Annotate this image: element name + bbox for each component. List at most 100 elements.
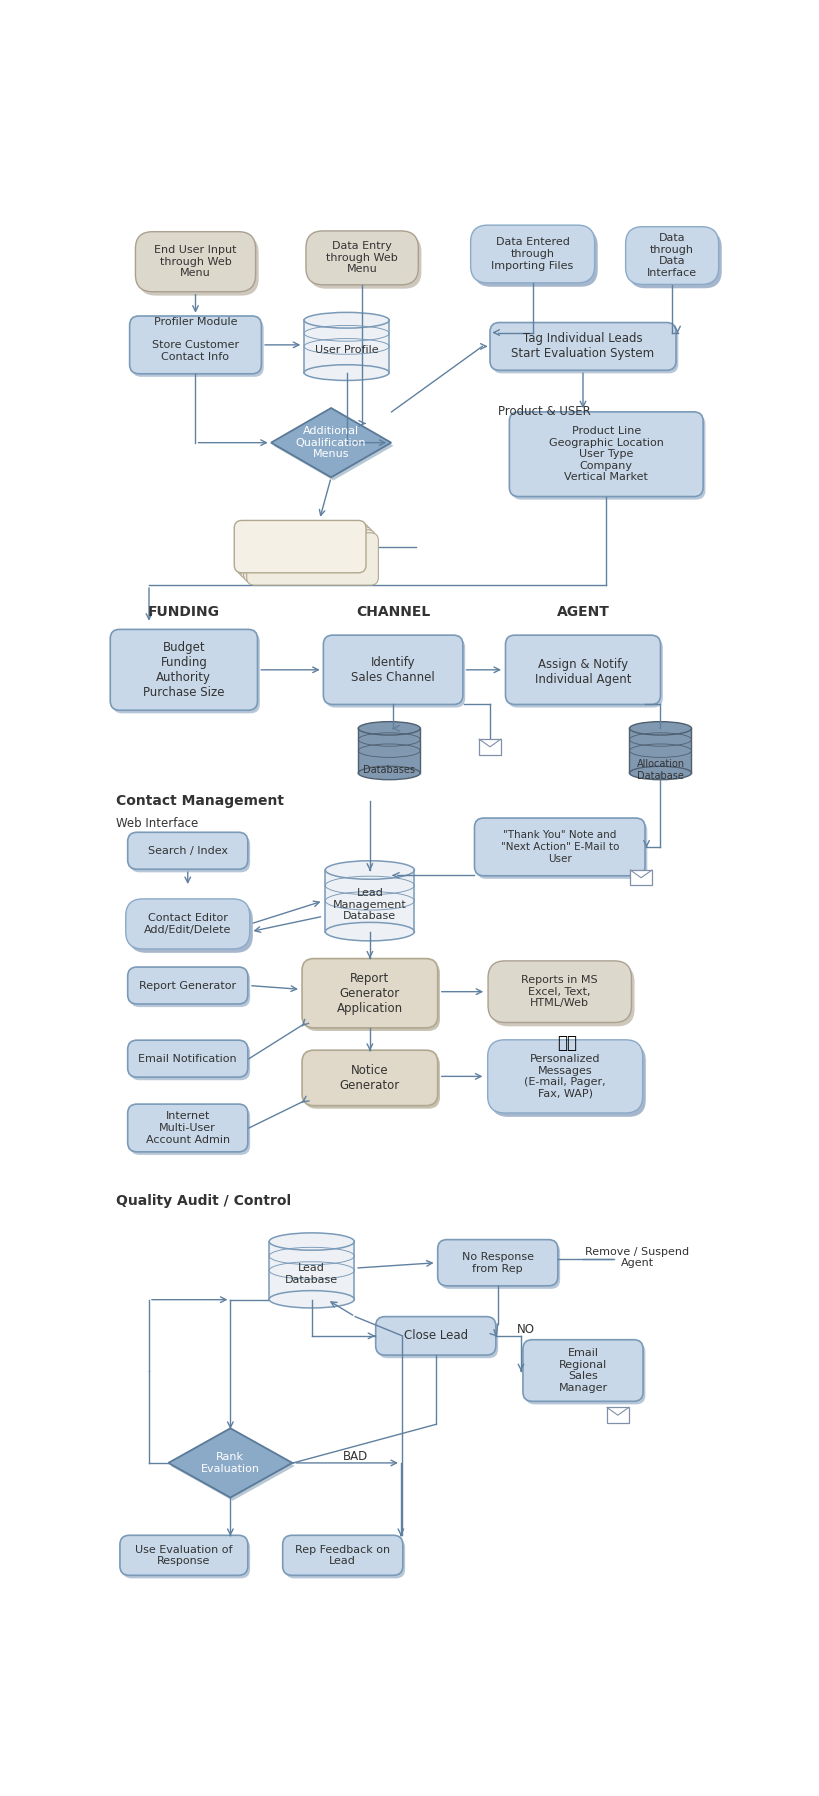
FancyBboxPatch shape: [234, 521, 365, 573]
Text: Rank
Evaluation: Rank Evaluation: [201, 1453, 260, 1475]
FancyBboxPatch shape: [301, 959, 437, 1027]
Text: Product Line
Geographic Location
User Type
Company
Vertical Market: Product Line Geographic Location User Ty…: [548, 426, 663, 483]
FancyBboxPatch shape: [507, 638, 662, 708]
Text: No Response
from Rep: No Response from Rep: [461, 1252, 533, 1273]
FancyBboxPatch shape: [491, 1043, 645, 1117]
FancyBboxPatch shape: [240, 526, 372, 578]
FancyBboxPatch shape: [237, 523, 369, 577]
Ellipse shape: [629, 767, 690, 779]
Bar: [269, 1241, 354, 1299]
FancyBboxPatch shape: [122, 1539, 250, 1579]
FancyBboxPatch shape: [243, 530, 375, 582]
Text: Rep Feedback on
Lead: Rep Feedback on Lead: [295, 1545, 390, 1566]
Text: Product & USER: Product & USER: [497, 406, 590, 418]
Text: Allocation
Database: Allocation Database: [636, 760, 684, 781]
Ellipse shape: [269, 1232, 354, 1250]
Text: Contact Editor
Add/Edit/Delete: Contact Editor Add/Edit/Delete: [144, 912, 231, 934]
Bar: [304, 320, 389, 372]
Text: Web Interface: Web Interface: [116, 817, 198, 830]
FancyBboxPatch shape: [283, 1536, 402, 1575]
Polygon shape: [170, 1431, 294, 1501]
Text: Close Lead: Close Lead: [403, 1329, 468, 1342]
Text: Lead
Management
Database: Lead Management Database: [333, 887, 406, 921]
FancyBboxPatch shape: [525, 1343, 645, 1404]
Text: FUNDING: FUNDING: [147, 605, 219, 620]
FancyBboxPatch shape: [476, 821, 646, 878]
Bar: [629, 729, 690, 772]
Text: 🌐📊: 🌐📊: [557, 1034, 577, 1052]
FancyBboxPatch shape: [138, 235, 258, 296]
Bar: [478, 740, 500, 754]
FancyBboxPatch shape: [628, 230, 721, 289]
Text: BAD: BAD: [342, 1449, 368, 1464]
FancyBboxPatch shape: [509, 411, 702, 496]
Ellipse shape: [358, 722, 420, 735]
Text: AGENT: AGENT: [556, 605, 609, 620]
Text: Budget
Funding
Authority
Purchase Size: Budget Funding Authority Purchase Size: [143, 641, 224, 699]
Text: NO: NO: [517, 1324, 535, 1336]
FancyBboxPatch shape: [130, 835, 250, 873]
Text: Contact Management: Contact Management: [116, 794, 284, 808]
FancyBboxPatch shape: [301, 1051, 437, 1106]
FancyBboxPatch shape: [491, 325, 677, 374]
Ellipse shape: [304, 313, 389, 329]
FancyBboxPatch shape: [129, 903, 252, 954]
Ellipse shape: [629, 722, 690, 735]
FancyBboxPatch shape: [135, 232, 256, 291]
FancyBboxPatch shape: [511, 415, 704, 499]
FancyBboxPatch shape: [474, 817, 645, 876]
Text: Email Notification: Email Notification: [138, 1054, 237, 1063]
FancyBboxPatch shape: [128, 1105, 247, 1151]
Bar: [325, 869, 414, 932]
FancyBboxPatch shape: [309, 235, 421, 289]
FancyBboxPatch shape: [112, 632, 260, 713]
FancyBboxPatch shape: [440, 1243, 559, 1290]
Ellipse shape: [325, 860, 414, 880]
Text: Reports in MS
Excel, Text,
HTML/Web: Reports in MS Excel, Text, HTML/Web: [521, 975, 597, 1008]
Text: Tag Individual Leads
Start Evaluation System: Tag Individual Leads Start Evaluation Sy…: [511, 332, 654, 361]
FancyBboxPatch shape: [490, 323, 675, 370]
Text: CHANNEL: CHANNEL: [355, 605, 430, 620]
Polygon shape: [168, 1428, 292, 1498]
FancyBboxPatch shape: [120, 1536, 247, 1575]
Text: Assign & Notify
Individual Agent: Assign & Notify Individual Agent: [534, 657, 631, 686]
Text: Internet
Multi-User
Account Admin: Internet Multi-User Account Admin: [146, 1112, 229, 1144]
Text: Search / Index: Search / Index: [147, 846, 228, 855]
FancyBboxPatch shape: [128, 832, 247, 869]
FancyBboxPatch shape: [130, 1106, 250, 1155]
Text: Use Evaluation of
Response: Use Evaluation of Response: [135, 1545, 233, 1566]
FancyBboxPatch shape: [625, 226, 717, 284]
FancyBboxPatch shape: [505, 636, 659, 704]
Text: Remove / Suspend
Agent: Remove / Suspend Agent: [585, 1246, 689, 1268]
FancyBboxPatch shape: [125, 898, 250, 948]
Text: Additional Menus: Additional Menus: [260, 542, 355, 551]
FancyBboxPatch shape: [491, 964, 634, 1026]
Text: Databases: Databases: [363, 765, 414, 774]
FancyBboxPatch shape: [130, 970, 250, 1008]
FancyBboxPatch shape: [304, 1052, 440, 1108]
FancyBboxPatch shape: [129, 316, 261, 374]
Bar: [606, 1408, 628, 1422]
Text: Notice
Generator: Notice Generator: [339, 1063, 400, 1092]
FancyBboxPatch shape: [247, 533, 378, 585]
FancyBboxPatch shape: [130, 1043, 250, 1079]
FancyBboxPatch shape: [437, 1239, 557, 1286]
Text: Additional
Qualification
Menus: Additional Qualification Menus: [296, 426, 366, 460]
Text: Identify
Sales Channel: Identify Sales Channel: [351, 656, 434, 684]
Ellipse shape: [358, 767, 420, 779]
FancyBboxPatch shape: [305, 232, 418, 286]
Text: Report
Generator
Application: Report Generator Application: [337, 972, 402, 1015]
Text: Lead
Database: Lead Database: [285, 1263, 338, 1286]
Text: "Thank You" Note and
"Next Action" E-Mail to
User: "Thank You" Note and "Next Action" E-Mai…: [500, 830, 618, 864]
Text: Quality Audit / Control: Quality Audit / Control: [116, 1194, 292, 1209]
FancyBboxPatch shape: [375, 1316, 495, 1356]
FancyBboxPatch shape: [132, 320, 264, 377]
Text: Data
through
Data
Interface: Data through Data Interface: [646, 233, 696, 278]
FancyBboxPatch shape: [470, 224, 594, 284]
FancyBboxPatch shape: [487, 961, 631, 1022]
Text: Report Generator: Report Generator: [139, 981, 236, 991]
FancyBboxPatch shape: [323, 636, 462, 704]
Ellipse shape: [304, 365, 389, 381]
FancyBboxPatch shape: [285, 1539, 405, 1579]
FancyBboxPatch shape: [325, 638, 464, 708]
